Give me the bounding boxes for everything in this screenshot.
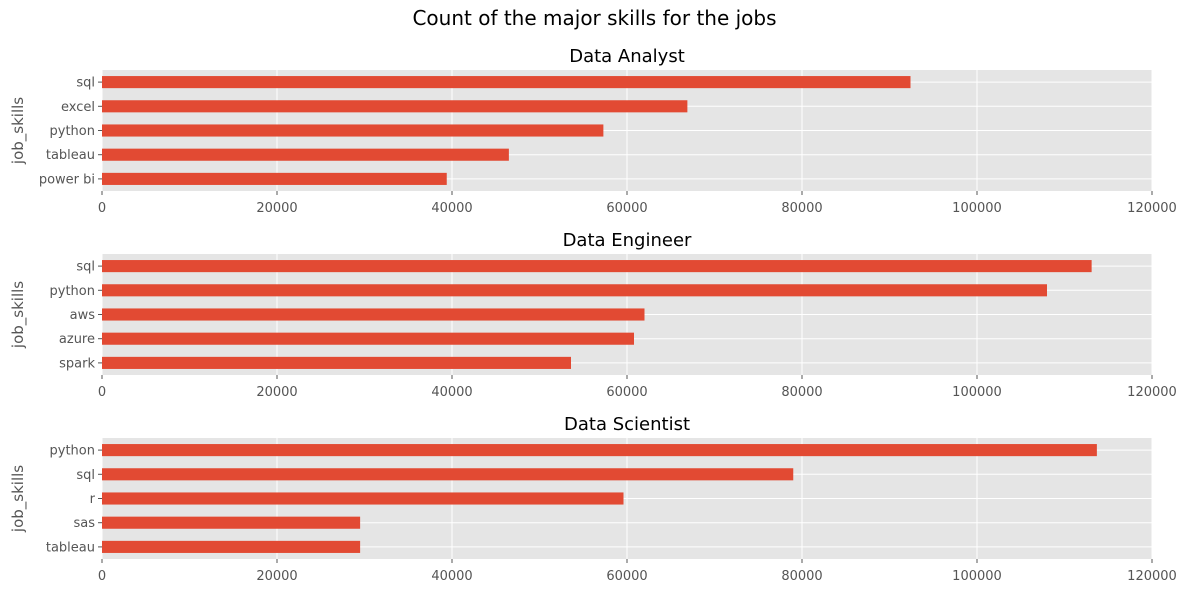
y-tick-label: r xyxy=(90,492,96,507)
y-axis-label: job_skills xyxy=(9,281,28,349)
bar-tableau xyxy=(102,148,509,161)
bar-sas xyxy=(102,516,361,529)
y-tick-label: sql xyxy=(76,76,95,91)
x-tick-label: 0 xyxy=(98,201,106,216)
y-tick-label: power bi xyxy=(39,172,95,187)
y-tick-label: sql xyxy=(76,468,95,483)
x-tick-label: 80000 xyxy=(781,569,822,584)
x-tick-label: 100000 xyxy=(952,569,1002,584)
x-tick-label: 60000 xyxy=(606,201,647,216)
x-tick-label: 40000 xyxy=(431,385,472,400)
figure-title: Count of the major skills for the jobs xyxy=(412,6,777,30)
x-tick-label: 100000 xyxy=(952,201,1002,216)
chart-title: Data Scientist xyxy=(564,414,690,435)
y-tick-label: python xyxy=(50,284,95,299)
x-tick-label: 120000 xyxy=(1127,385,1177,400)
x-tick-label: 80000 xyxy=(781,385,822,400)
x-tick-label: 0 xyxy=(98,385,106,400)
bar-excel xyxy=(102,100,688,113)
chart-0: sql excel python tableau power bi0 20000 40000… xyxy=(9,46,1177,216)
bar-python xyxy=(102,284,1047,297)
x-tick-label: 20000 xyxy=(256,201,297,216)
x-tick-label: 20000 xyxy=(256,569,297,584)
chart-title: Data Analyst xyxy=(569,46,685,67)
x-tick-label: 40000 xyxy=(431,201,472,216)
bar-tableau xyxy=(102,540,361,553)
y-tick-label: spark xyxy=(59,356,95,371)
y-tick-label: sas xyxy=(73,516,95,531)
bar-r xyxy=(102,492,624,505)
y-tick-label: sql xyxy=(76,260,95,275)
x-tick-label: 60000 xyxy=(606,385,647,400)
y-tick-label: python xyxy=(50,124,95,139)
x-tick-label: 120000 xyxy=(1127,201,1177,216)
y-axis-label: job_skills xyxy=(9,465,28,533)
bar-azure xyxy=(102,332,634,345)
x-tick-label: 60000 xyxy=(606,569,647,584)
bar-python xyxy=(102,124,604,137)
y-tick-label: tableau xyxy=(46,148,95,163)
bar-sql xyxy=(102,76,911,89)
y-axis-label: job_skills xyxy=(9,97,28,165)
bar-sql xyxy=(102,260,1092,273)
x-tick-label: 100000 xyxy=(952,385,1002,400)
x-tick-label: 120000 xyxy=(1127,569,1177,584)
bar-spark xyxy=(102,356,571,369)
x-tick-label: 20000 xyxy=(256,385,297,400)
y-tick-label: python xyxy=(50,444,95,459)
x-tick-label: 40000 xyxy=(431,569,472,584)
chart-title: Data Engineer xyxy=(563,230,692,251)
bar-power-bi xyxy=(102,172,447,185)
y-tick-label: tableau xyxy=(46,540,95,555)
y-tick-label: excel xyxy=(61,100,95,115)
bar-sql xyxy=(102,468,794,481)
x-tick-label: 0 xyxy=(98,569,106,584)
y-tick-label: azure xyxy=(59,332,95,347)
bar-aws xyxy=(102,308,645,321)
x-tick-label: 80000 xyxy=(781,201,822,216)
bar-python xyxy=(102,444,1097,457)
y-tick-label: aws xyxy=(70,308,96,323)
